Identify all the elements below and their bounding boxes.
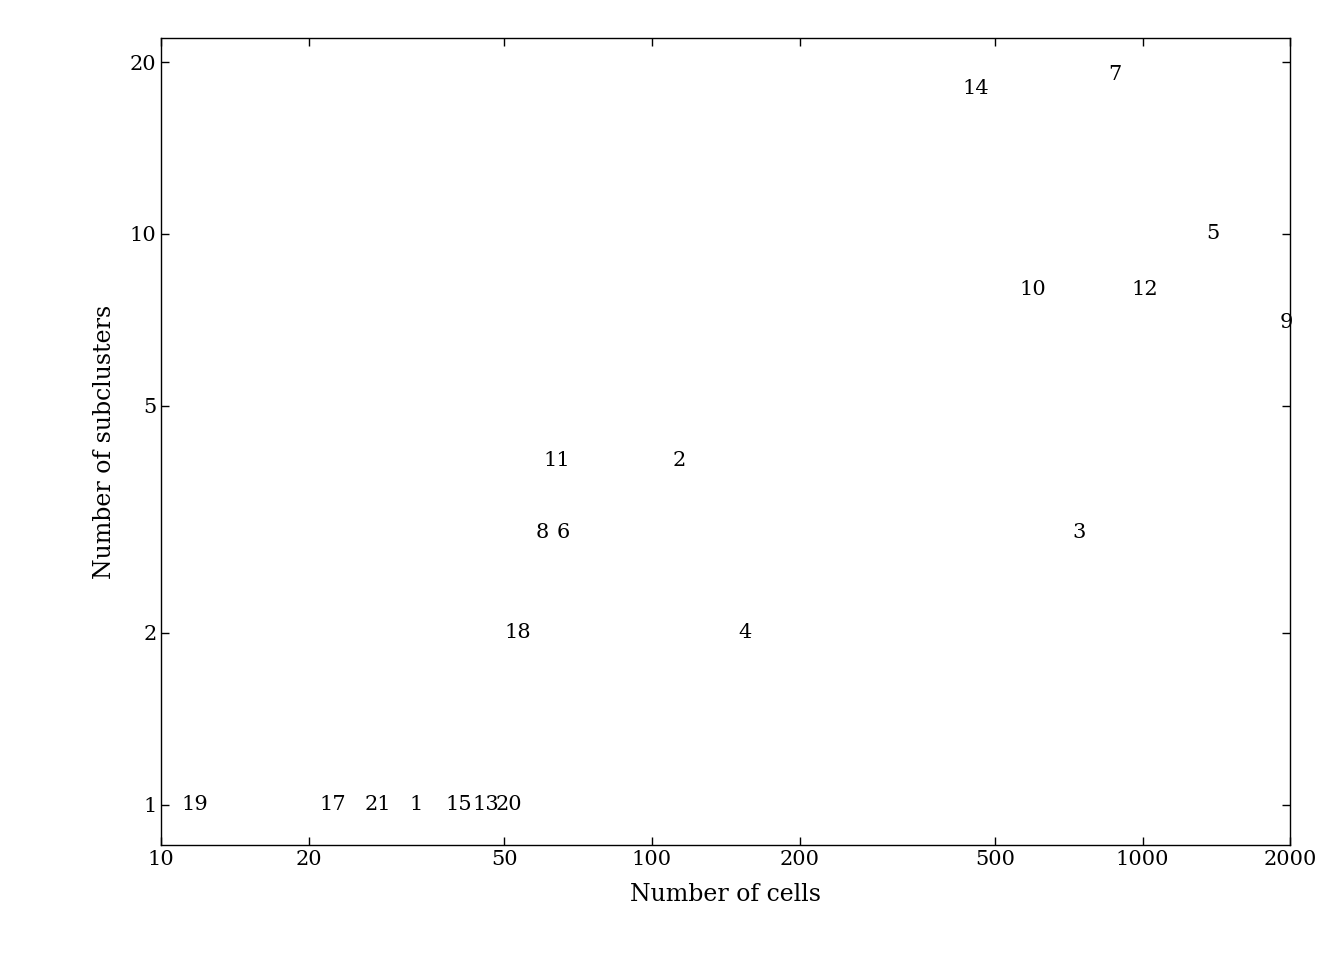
Text: 13: 13 xyxy=(472,795,499,814)
Text: 9: 9 xyxy=(1279,313,1293,332)
Text: 8: 8 xyxy=(536,523,550,541)
X-axis label: Number of cells: Number of cells xyxy=(630,882,821,905)
Text: 17: 17 xyxy=(320,795,345,814)
Text: 19: 19 xyxy=(181,795,208,814)
Text: 11: 11 xyxy=(543,451,570,470)
Text: 18: 18 xyxy=(504,623,531,642)
Text: 6: 6 xyxy=(556,523,570,541)
Text: 1: 1 xyxy=(409,795,422,814)
Text: 4: 4 xyxy=(738,623,751,642)
Text: 14: 14 xyxy=(962,79,989,98)
Text: 3: 3 xyxy=(1073,523,1086,541)
Y-axis label: Number of subclusters: Number of subclusters xyxy=(93,304,116,579)
Text: 21: 21 xyxy=(364,795,391,814)
Text: 10: 10 xyxy=(1019,279,1046,299)
Text: 2: 2 xyxy=(672,451,685,470)
Text: 12: 12 xyxy=(1132,279,1159,299)
Text: 5: 5 xyxy=(1207,225,1220,243)
Text: 20: 20 xyxy=(496,795,523,814)
Text: 15: 15 xyxy=(446,795,472,814)
Text: 7: 7 xyxy=(1107,65,1121,84)
